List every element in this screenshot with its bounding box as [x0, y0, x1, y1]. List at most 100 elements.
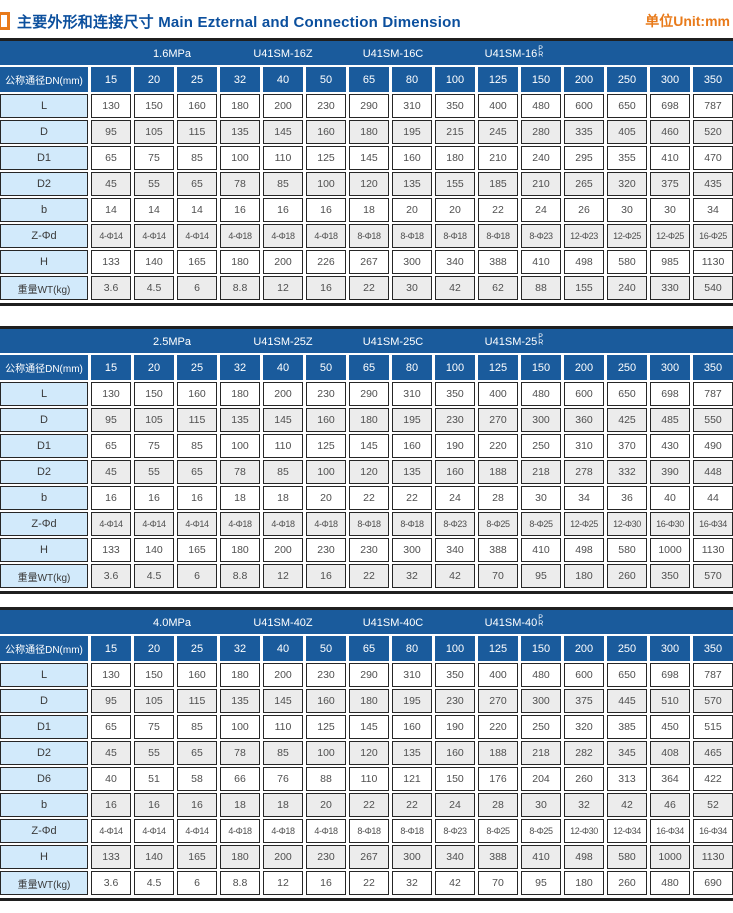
pr-top: P — [538, 614, 543, 622]
table-row: D 95 105 115 135 145 160 180 195 215 245 280 335 405 4… — [0, 120, 733, 144]
value-cell: 85 — [263, 741, 303, 765]
value-cell: 105 — [134, 689, 174, 713]
value-cell: 16-Φ34 — [650, 819, 690, 843]
value-cell: 16 — [306, 564, 346, 588]
value-cell: 20 — [392, 198, 432, 222]
value-cell: 230 — [306, 94, 346, 118]
table-row: L 130 150 160 180 200 230 290 310 350 400 480 600 650… — [0, 382, 733, 406]
value-cell: 260 — [564, 767, 604, 791]
value-cell: 787 — [693, 94, 733, 118]
value-cell: 490 — [693, 434, 733, 458]
value-cell: 250 — [521, 434, 561, 458]
value-cell: 510 — [650, 689, 690, 713]
row-label: D6 — [0, 767, 88, 791]
value-cell: 20 — [435, 198, 475, 222]
value-cell: 88 — [306, 767, 346, 791]
value-cell: 180 — [220, 845, 260, 869]
value-cell: 8-Φ23 — [435, 512, 475, 536]
value-cell: 44 — [693, 486, 733, 510]
pr-bottom: R — [538, 620, 544, 628]
value-cell: 160 — [177, 382, 217, 406]
dn-header-row: 公称通径DN(mm) 15 20 25 32 40 50 65 80 100 125 150 200 25… — [0, 67, 733, 92]
value-cell: 180 — [220, 663, 260, 687]
value-cell: 485 — [650, 408, 690, 432]
value-cell: 218 — [521, 460, 561, 484]
value-cell: 18 — [263, 486, 303, 510]
dn-column-header: 150 — [521, 355, 561, 380]
value-cell: 140 — [134, 250, 174, 274]
value-cell: 364 — [650, 767, 690, 791]
value-cell: 230 — [349, 538, 389, 562]
value-cell: 18 — [263, 793, 303, 817]
value-cell: 1000 — [650, 845, 690, 869]
table-row: D2 45 55 65 78 85 100 120 135 160 188 218 282 345 408 4… — [0, 741, 733, 765]
value-cell: 1130 — [693, 845, 733, 869]
value-cell: 160 — [435, 460, 475, 484]
table-row: Z-Φd 4-Φ14 4-Φ14 4-Φ14 4-Φ18 4-Φ18 4-Φ18 8-Φ18 8… — [0, 224, 733, 248]
model-pr-base: U41SM-40 — [484, 616, 538, 629]
value-cell: 76 — [263, 767, 303, 791]
value-cell: 180 — [220, 94, 260, 118]
dn-header-row: 公称通径DN(mm) 15 20 25 32 40 50 65 80 100 125 150 200 25… — [0, 355, 733, 380]
value-cell: 330 — [650, 276, 690, 300]
value-cell: 200 — [263, 94, 303, 118]
value-cell: 14 — [134, 198, 174, 222]
value-cell: 75 — [134, 715, 174, 739]
value-cell: 22 — [349, 564, 389, 588]
value-cell: 218 — [521, 741, 561, 765]
value-cell: 4-Φ18 — [263, 512, 303, 536]
dn-column-header: 40 — [263, 67, 303, 92]
value-cell: 28 — [478, 793, 518, 817]
row-label: Z-Φd — [0, 224, 88, 248]
dn-column-header: 200 — [564, 67, 604, 92]
dn-header-label: 公称通径DN(mm) — [0, 67, 88, 92]
value-cell: 4-Φ18 — [220, 224, 260, 248]
value-cell: 65 — [91, 434, 131, 458]
value-cell: 160 — [392, 146, 432, 170]
value-cell: 4.5 — [134, 276, 174, 300]
value-cell: 8-Φ18 — [349, 224, 389, 248]
value-cell: 180 — [564, 564, 604, 588]
value-cell: 270 — [478, 689, 518, 713]
value-cell: 145 — [349, 715, 389, 739]
table-row: b 16 16 16 18 18 20 22 22 24 28 30 34 36 40 44 — [0, 486, 733, 510]
row-label: 重量WT(kg) — [0, 276, 88, 300]
value-cell: 12-Φ25 — [607, 224, 647, 248]
value-cell: 290 — [349, 382, 389, 406]
value-cell: 155 — [564, 276, 604, 300]
dn-column-header: 15 — [91, 355, 131, 380]
value-cell: 145 — [263, 120, 303, 144]
dn-column-header: 100 — [435, 355, 475, 380]
row-label: 重量WT(kg) — [0, 564, 88, 588]
value-cell: 16 — [177, 486, 217, 510]
value-cell: 6 — [177, 871, 217, 895]
value-cell: 36 — [607, 486, 647, 510]
value-cell: 16 — [91, 793, 131, 817]
model-c-label: U41SM-16C — [362, 47, 424, 60]
value-cell: 600 — [564, 94, 604, 118]
dimension-table-2-5mpa: 2.5MPa U41SM-25Z U41SM-25C U41SM-25 P R 公称… — [0, 326, 733, 594]
dn-column-header: 15 — [91, 67, 131, 92]
dn-column-header: 80 — [392, 636, 432, 661]
value-cell: 22 — [349, 793, 389, 817]
value-cell: 145 — [263, 408, 303, 432]
value-cell: 135 — [220, 408, 260, 432]
value-cell: 88 — [521, 276, 561, 300]
value-cell: 12-Φ30 — [564, 819, 604, 843]
value-cell: 4-Φ18 — [263, 819, 303, 843]
value-cell: 690 — [693, 871, 733, 895]
value-cell: 4-Φ14 — [91, 512, 131, 536]
dn-column-header: 125 — [478, 67, 518, 92]
value-cell: 145 — [349, 146, 389, 170]
value-cell: 105 — [134, 408, 174, 432]
value-cell: 16 — [306, 871, 346, 895]
value-cell: 42 — [435, 564, 475, 588]
row-label: D1 — [0, 146, 88, 170]
value-cell: 445 — [607, 689, 647, 713]
value-cell: 16 — [220, 198, 260, 222]
value-cell: 4-Φ14 — [177, 512, 217, 536]
value-cell: 787 — [693, 663, 733, 687]
value-cell: 3.6 — [91, 276, 131, 300]
value-cell: 190 — [435, 715, 475, 739]
